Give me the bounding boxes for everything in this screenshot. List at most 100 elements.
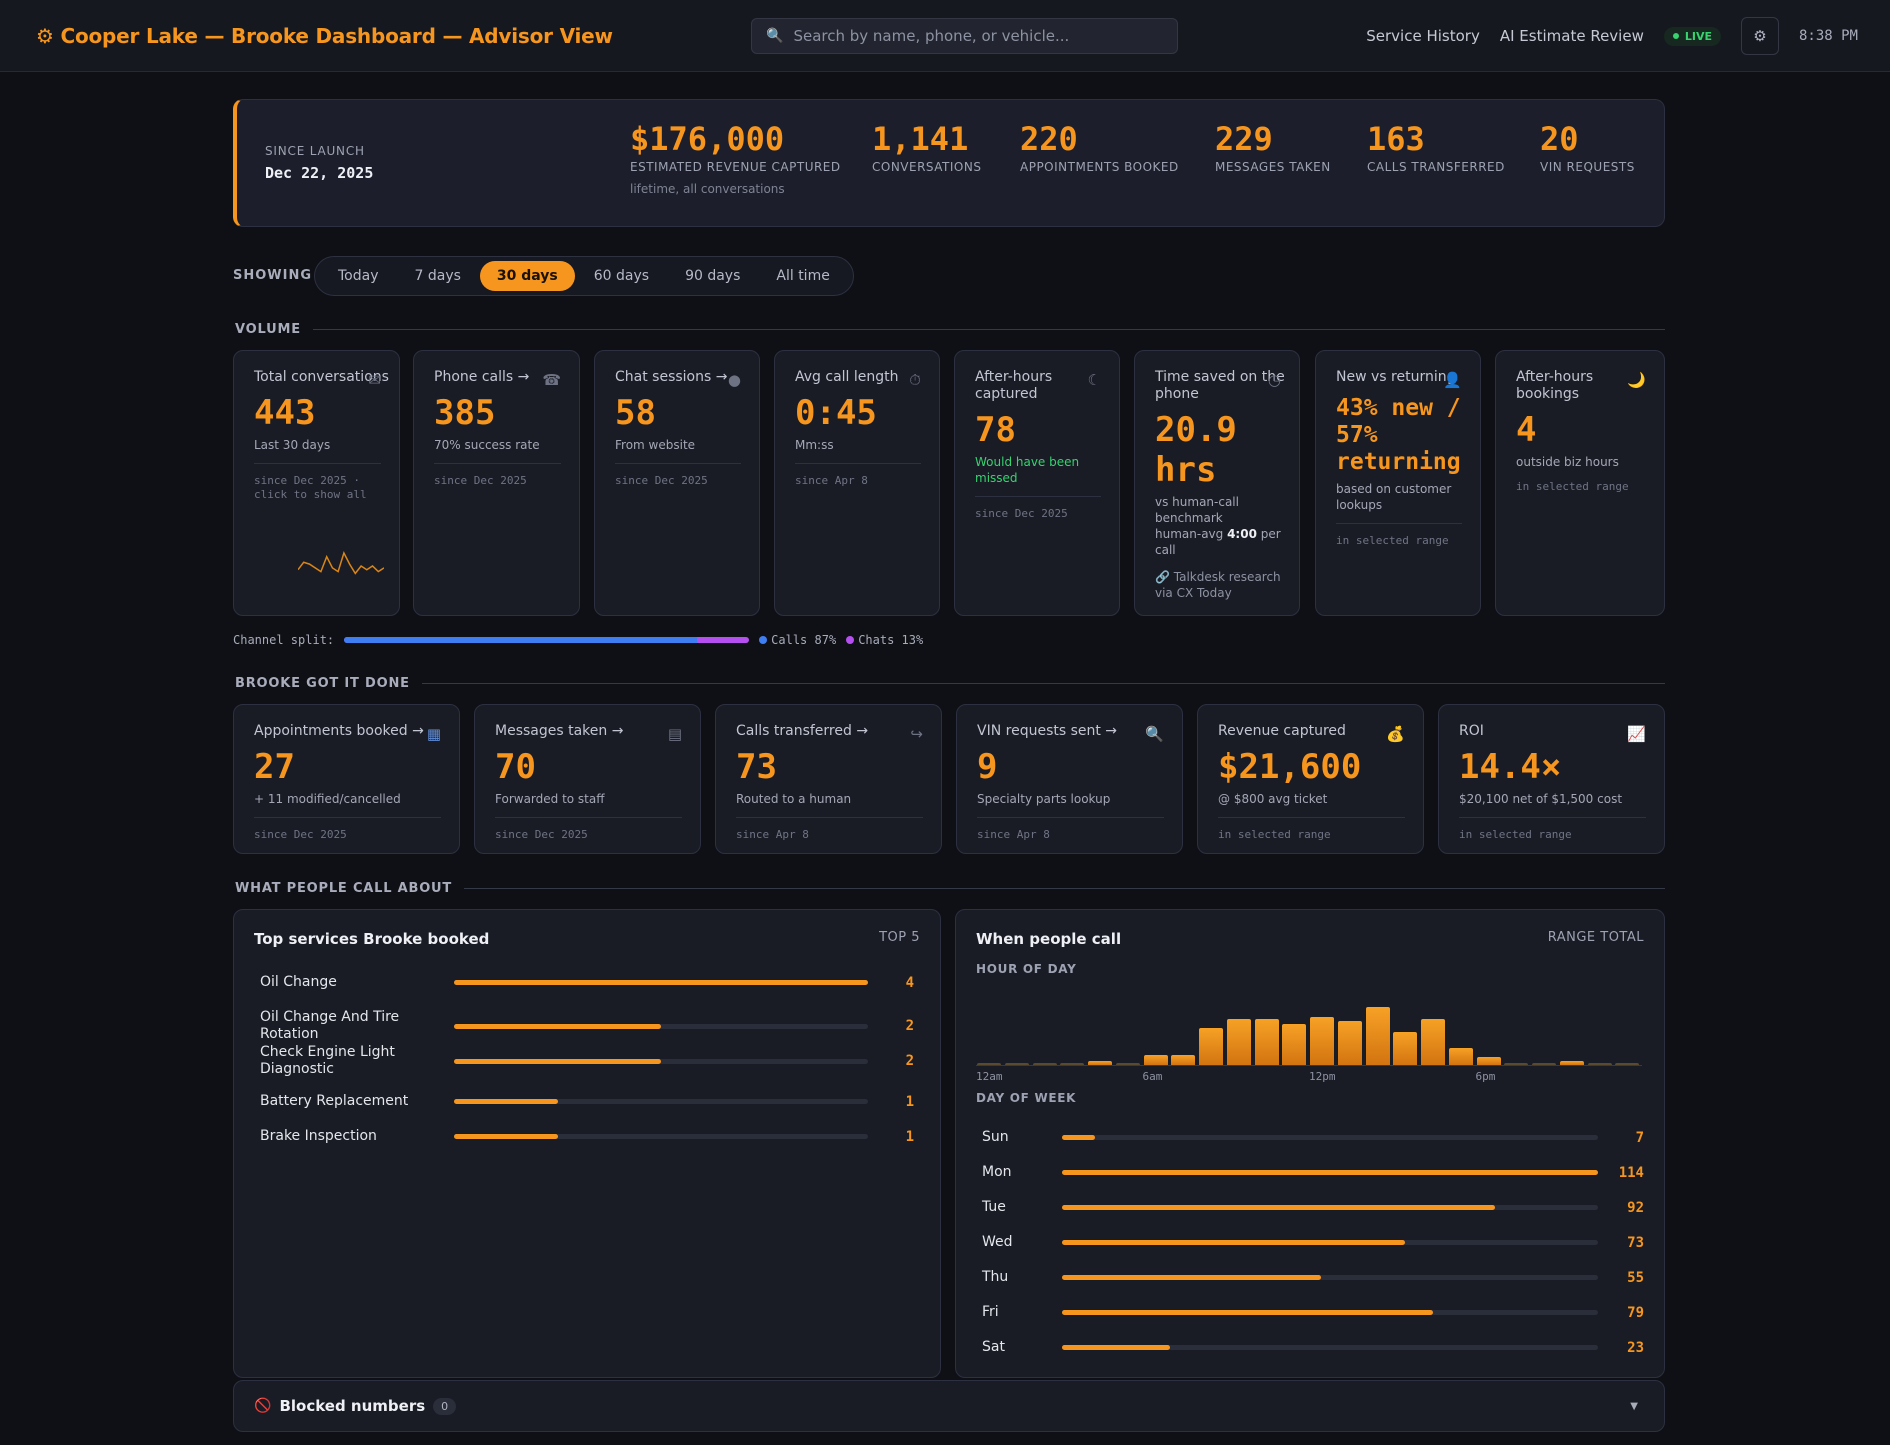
nav-service-history[interactable]: Service History [1366, 27, 1480, 45]
moon-icon: ☾ [1087, 371, 1101, 389]
card-title: Phone calls → [434, 369, 530, 385]
hero-stat-vin: 20 VIN REQUESTS [1540, 120, 1635, 174]
calendar-icon: ▦ [426, 725, 441, 743]
card-subtitle-benchmark: human-avg 4:00 per call [1155, 526, 1285, 558]
card-value: 0:45 [795, 393, 877, 433]
card-vin-requests[interactable]: VIN requests sent → 🔍 9 Specialty parts … [956, 704, 1183, 854]
hour-bar [1504, 1063, 1529, 1065]
card-footnote: in selected range [1336, 523, 1462, 548]
hour-bar [977, 1063, 1001, 1065]
section-divider [312, 329, 1665, 330]
card-subtitle: Would have been missed [975, 455, 1080, 485]
card-revenue-captured: Revenue captured 💰 $21,600 @ $800 avg ti… [1197, 704, 1424, 854]
channel-split-calls-fill [344, 637, 697, 643]
day-bar [1062, 1345, 1171, 1350]
day-bar-track [1062, 1205, 1598, 1210]
hour-tick-label: 6am [1142, 1070, 1163, 1083]
search-box[interactable]: 🔍 Search by name, phone, or vehicle... [751, 18, 1178, 54]
card-footnote: since Apr 8 [795, 463, 921, 488]
range-option-60-days[interactable]: 60 days [593, 268, 650, 284]
section-divider [464, 888, 1665, 889]
card-title: VIN requests sent → [977, 723, 1118, 739]
gear-icon: ⚙ [1753, 27, 1767, 45]
service-bar [454, 1023, 661, 1029]
day-name: Tue [982, 1199, 1006, 1215]
range-option-all-time[interactable]: All time [776, 268, 830, 284]
live-dot-icon [1672, 33, 1679, 39]
card-calls-transferred[interactable]: Calls transferred → ↪ 73 Routed to a hum… [715, 704, 942, 854]
service-bar [454, 1058, 661, 1064]
nav-ai-estimate-review[interactable]: AI Estimate Review [1499, 27, 1644, 45]
card-value: $21,600 [1218, 747, 1362, 787]
hour-tick-label: 12am [976, 1070, 1003, 1083]
card-messages-taken[interactable]: Messages taken → ▤ 70 Forwarded to staff… [474, 704, 701, 854]
range-option-7-days[interactable]: 7 days [414, 268, 461, 284]
magnifier-icon: 🔍 [1145, 725, 1164, 743]
clock-icon: ◷ [1267, 371, 1281, 389]
card-value: 27 [254, 747, 295, 787]
hero-stat-sub: lifetime, all conversations [630, 182, 785, 196]
card-appointments-booked[interactable]: Appointments booked → ▦ 27 + 11 modified… [233, 704, 460, 854]
hour-bar [1032, 1063, 1057, 1065]
hour-bar [1226, 1018, 1251, 1065]
card-subtitle: 70% success rate [434, 438, 540, 452]
live-label: LIVE [1684, 29, 1712, 43]
day-row: Tue 92 [982, 1199, 1644, 1216]
section-volume: VOLUME [235, 322, 1665, 337]
card-new-vs-returning: New vs returning 👤 43% new / 57% returni… [1315, 350, 1481, 616]
card-footnote: since Dec 2025 [615, 463, 741, 488]
card-footnote[interactable]: since Dec 2025 · click to show all [254, 463, 381, 502]
card-subtitle: From website [615, 438, 696, 452]
card-title: Appointments booked → [254, 723, 424, 739]
card-title: Total conversations [254, 369, 389, 385]
research-source-link[interactable]: 🔗 Talkdesk research via CX Today [1155, 570, 1281, 600]
day-bar [1062, 1135, 1095, 1140]
hour-bar [1393, 1032, 1418, 1065]
section-what-people-call-about: WHAT PEOPLE CALL ABOUT [235, 881, 1665, 896]
card-footnote: since Dec 2025 [434, 463, 561, 488]
card-phone-calls[interactable]: Phone calls → ☎ 385 70% success rate sin… [413, 350, 580, 616]
blocked-numbers-toggle[interactable]: 🚫 Blocked numbers 0 ▼ [233, 1380, 1665, 1432]
range-option-today[interactable]: Today [338, 268, 379, 284]
hero-stat-messages: 229 MESSAGES TAKEN [1215, 120, 1331, 174]
card-title: Calls transferred → [736, 723, 869, 739]
clock: 8:38 PM [1798, 28, 1858, 44]
card-subtitle: vs human-call benchmark [1155, 495, 1239, 525]
hero-stat-value: 163 [1367, 120, 1425, 158]
settings-button[interactable]: ⚙ [1740, 17, 1779, 55]
blocked-icon: 🚫 [254, 1398, 272, 1414]
hero-stat-label: MESSAGES TAKEN [1215, 160, 1331, 174]
forward-icon: ↪ [910, 725, 923, 743]
hour-bar [1199, 1028, 1223, 1065]
panel-badge: TOP 5 [879, 930, 920, 945]
card-footnote: in selected range [1218, 817, 1405, 842]
card-footnote: since Dec 2025 [975, 496, 1101, 521]
hour-of-day-label: HOUR OF DAY [976, 962, 1077, 976]
section-title: VOLUME [235, 322, 301, 337]
top-services-panel: Top services Brooke booked TOP 5 Oil Cha… [233, 909, 941, 1378]
hour-bar [1004, 1063, 1029, 1065]
range-option-30-days[interactable]: 30 days [479, 261, 575, 291]
chevron-down-icon[interactable]: ▼ [1630, 1400, 1638, 1412]
card-title: Chat sessions → [615, 369, 728, 385]
app-title[interactable]: ⚙ Cooper Lake — Brooke Dashboard — Advis… [36, 23, 613, 48]
card-total-conversations[interactable]: Total conversations ✉ 443 Last 30 days s… [233, 350, 400, 616]
money-bag-icon: 💰 [1386, 725, 1405, 743]
range-option-90-days[interactable]: 90 days [685, 268, 741, 284]
hour-bar [1532, 1063, 1556, 1065]
when-people-call-panel: When people call RANGE TOTAL HOUR OF DAY… [955, 909, 1665, 1378]
day-name: Fri [982, 1304, 999, 1320]
search-input[interactable]: Search by name, phone, or vehicle... [793, 27, 1070, 45]
service-bar-track [454, 1099, 868, 1104]
card-footnote: in selected range [1459, 817, 1646, 842]
chats-dot-icon [846, 636, 855, 644]
section-title: BROOKE GOT IT DONE [235, 676, 410, 691]
card-subtitle: Routed to a human [736, 792, 852, 806]
since-launch-banner: SINCE LAUNCH Dec 22, 2025 $176,000 ESTIM… [233, 99, 1665, 227]
card-chat-sessions[interactable]: Chat sessions → ● 58 From website since … [594, 350, 760, 616]
card-footnote: since Apr 8 [977, 817, 1164, 842]
day-row: Sun 7 [982, 1129, 1644, 1146]
hero-stat-value: 20 [1540, 120, 1579, 158]
legend-chats: Chats 13% [846, 633, 923, 647]
crescent-icon: 🌙 [1627, 371, 1646, 389]
